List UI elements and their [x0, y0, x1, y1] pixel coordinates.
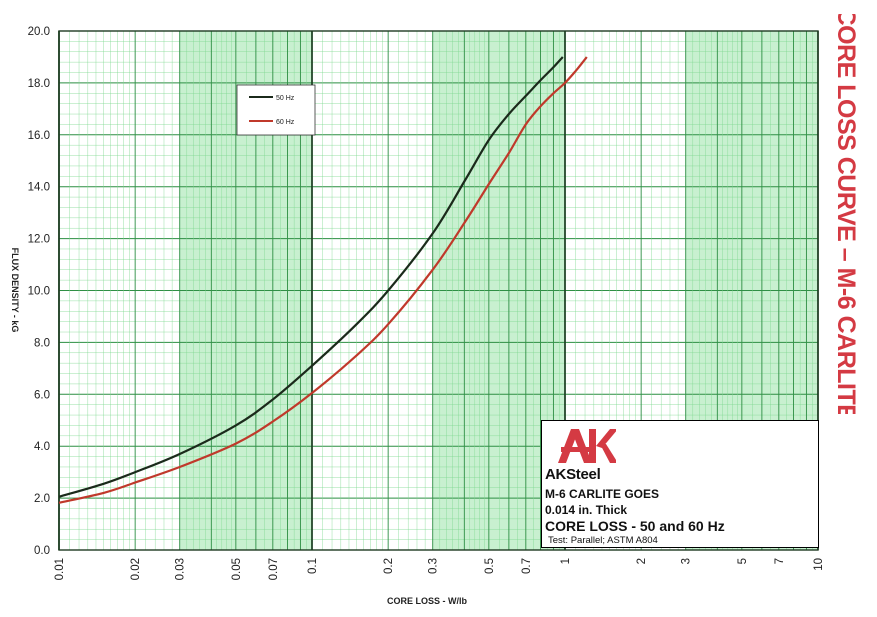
page-title: CORE LOSS CURVE – M-6 CARLITE — [832, 14, 860, 414]
legend-label: 60 Hz — [276, 119, 295, 126]
y-tick-label: 16.0 — [28, 130, 50, 142]
side-title: CORE LOSS CURVE – M-6 CARLITE — [832, 14, 860, 414]
x-tick-label: 2 — [636, 558, 648, 564]
series-line-50-hz — [58, 56, 564, 498]
plot-frame — [58, 30, 819, 551]
x-tick-label: 0.5 — [484, 558, 496, 574]
y-tick-label: 18.0 — [28, 78, 50, 90]
x-tick-label: 7 — [774, 558, 786, 564]
product-name: M-6 CARLITE GOES — [545, 487, 660, 501]
x-tick-label: 0.1 — [307, 558, 319, 574]
y-tick-label: 12.0 — [28, 234, 50, 246]
y-axis-label: FLUX DENSITY - kG — [10, 248, 20, 333]
x-tick-label: 10 — [813, 558, 825, 571]
x-tick-label: 0.02 — [130, 558, 142, 580]
x-tick-label: 5 — [737, 558, 749, 564]
chart-series — [58, 56, 588, 504]
y-tick-label: 14.0 — [28, 182, 50, 194]
x-tick-label: 0.7 — [521, 558, 533, 574]
series-line-60-hz — [58, 56, 588, 504]
y-tick-label: 2.0 — [34, 493, 50, 505]
legend-label: 50 Hz — [276, 95, 295, 102]
brand-name: AKSteel — [545, 466, 601, 483]
x-tick-label: 0.2 — [383, 558, 395, 574]
y-tick-label: 0.0 — [34, 545, 50, 557]
y-tick-label: 10.0 — [28, 286, 50, 298]
ak-steel-logo — [558, 429, 616, 463]
chart-legend: 50 Hz 60 Hz — [236, 84, 316, 136]
info-box: AKSteel M-6 CARLITE GOES 0.014 in. Thick… — [541, 420, 819, 548]
x-tick-label: 1 — [560, 558, 572, 564]
y-tick-label: 4.0 — [34, 441, 50, 453]
x-tick-label: 3 — [681, 558, 693, 564]
x-axis-label: CORE LOSS - W/lb — [387, 596, 468, 606]
x-tick-label: 0.05 — [231, 558, 243, 580]
y-tick-label: 20.0 — [28, 26, 50, 38]
x-tick-label: 0.01 — [54, 558, 66, 580]
x-tick-label: 0.03 — [175, 558, 187, 580]
legend-box — [236, 84, 316, 136]
y-tick-label: 6.0 — [34, 389, 50, 401]
y-tick-label: 8.0 — [34, 337, 50, 349]
chart-axes: 0.0 2.0 4.0 6.0 8.0 10.0 12.0 14.0 16.0 18.0 20.0 0… — [28, 26, 825, 580]
thickness: 0.014 in. Thick — [545, 503, 628, 517]
x-tick-label: 0.07 — [268, 558, 280, 580]
x-tick-label: 0.3 — [428, 558, 440, 574]
test-method: Test: Parallel; ASTM A804 — [548, 535, 658, 546]
chart-description: CORE LOSS - 50 and 60 Hz — [545, 518, 725, 534]
